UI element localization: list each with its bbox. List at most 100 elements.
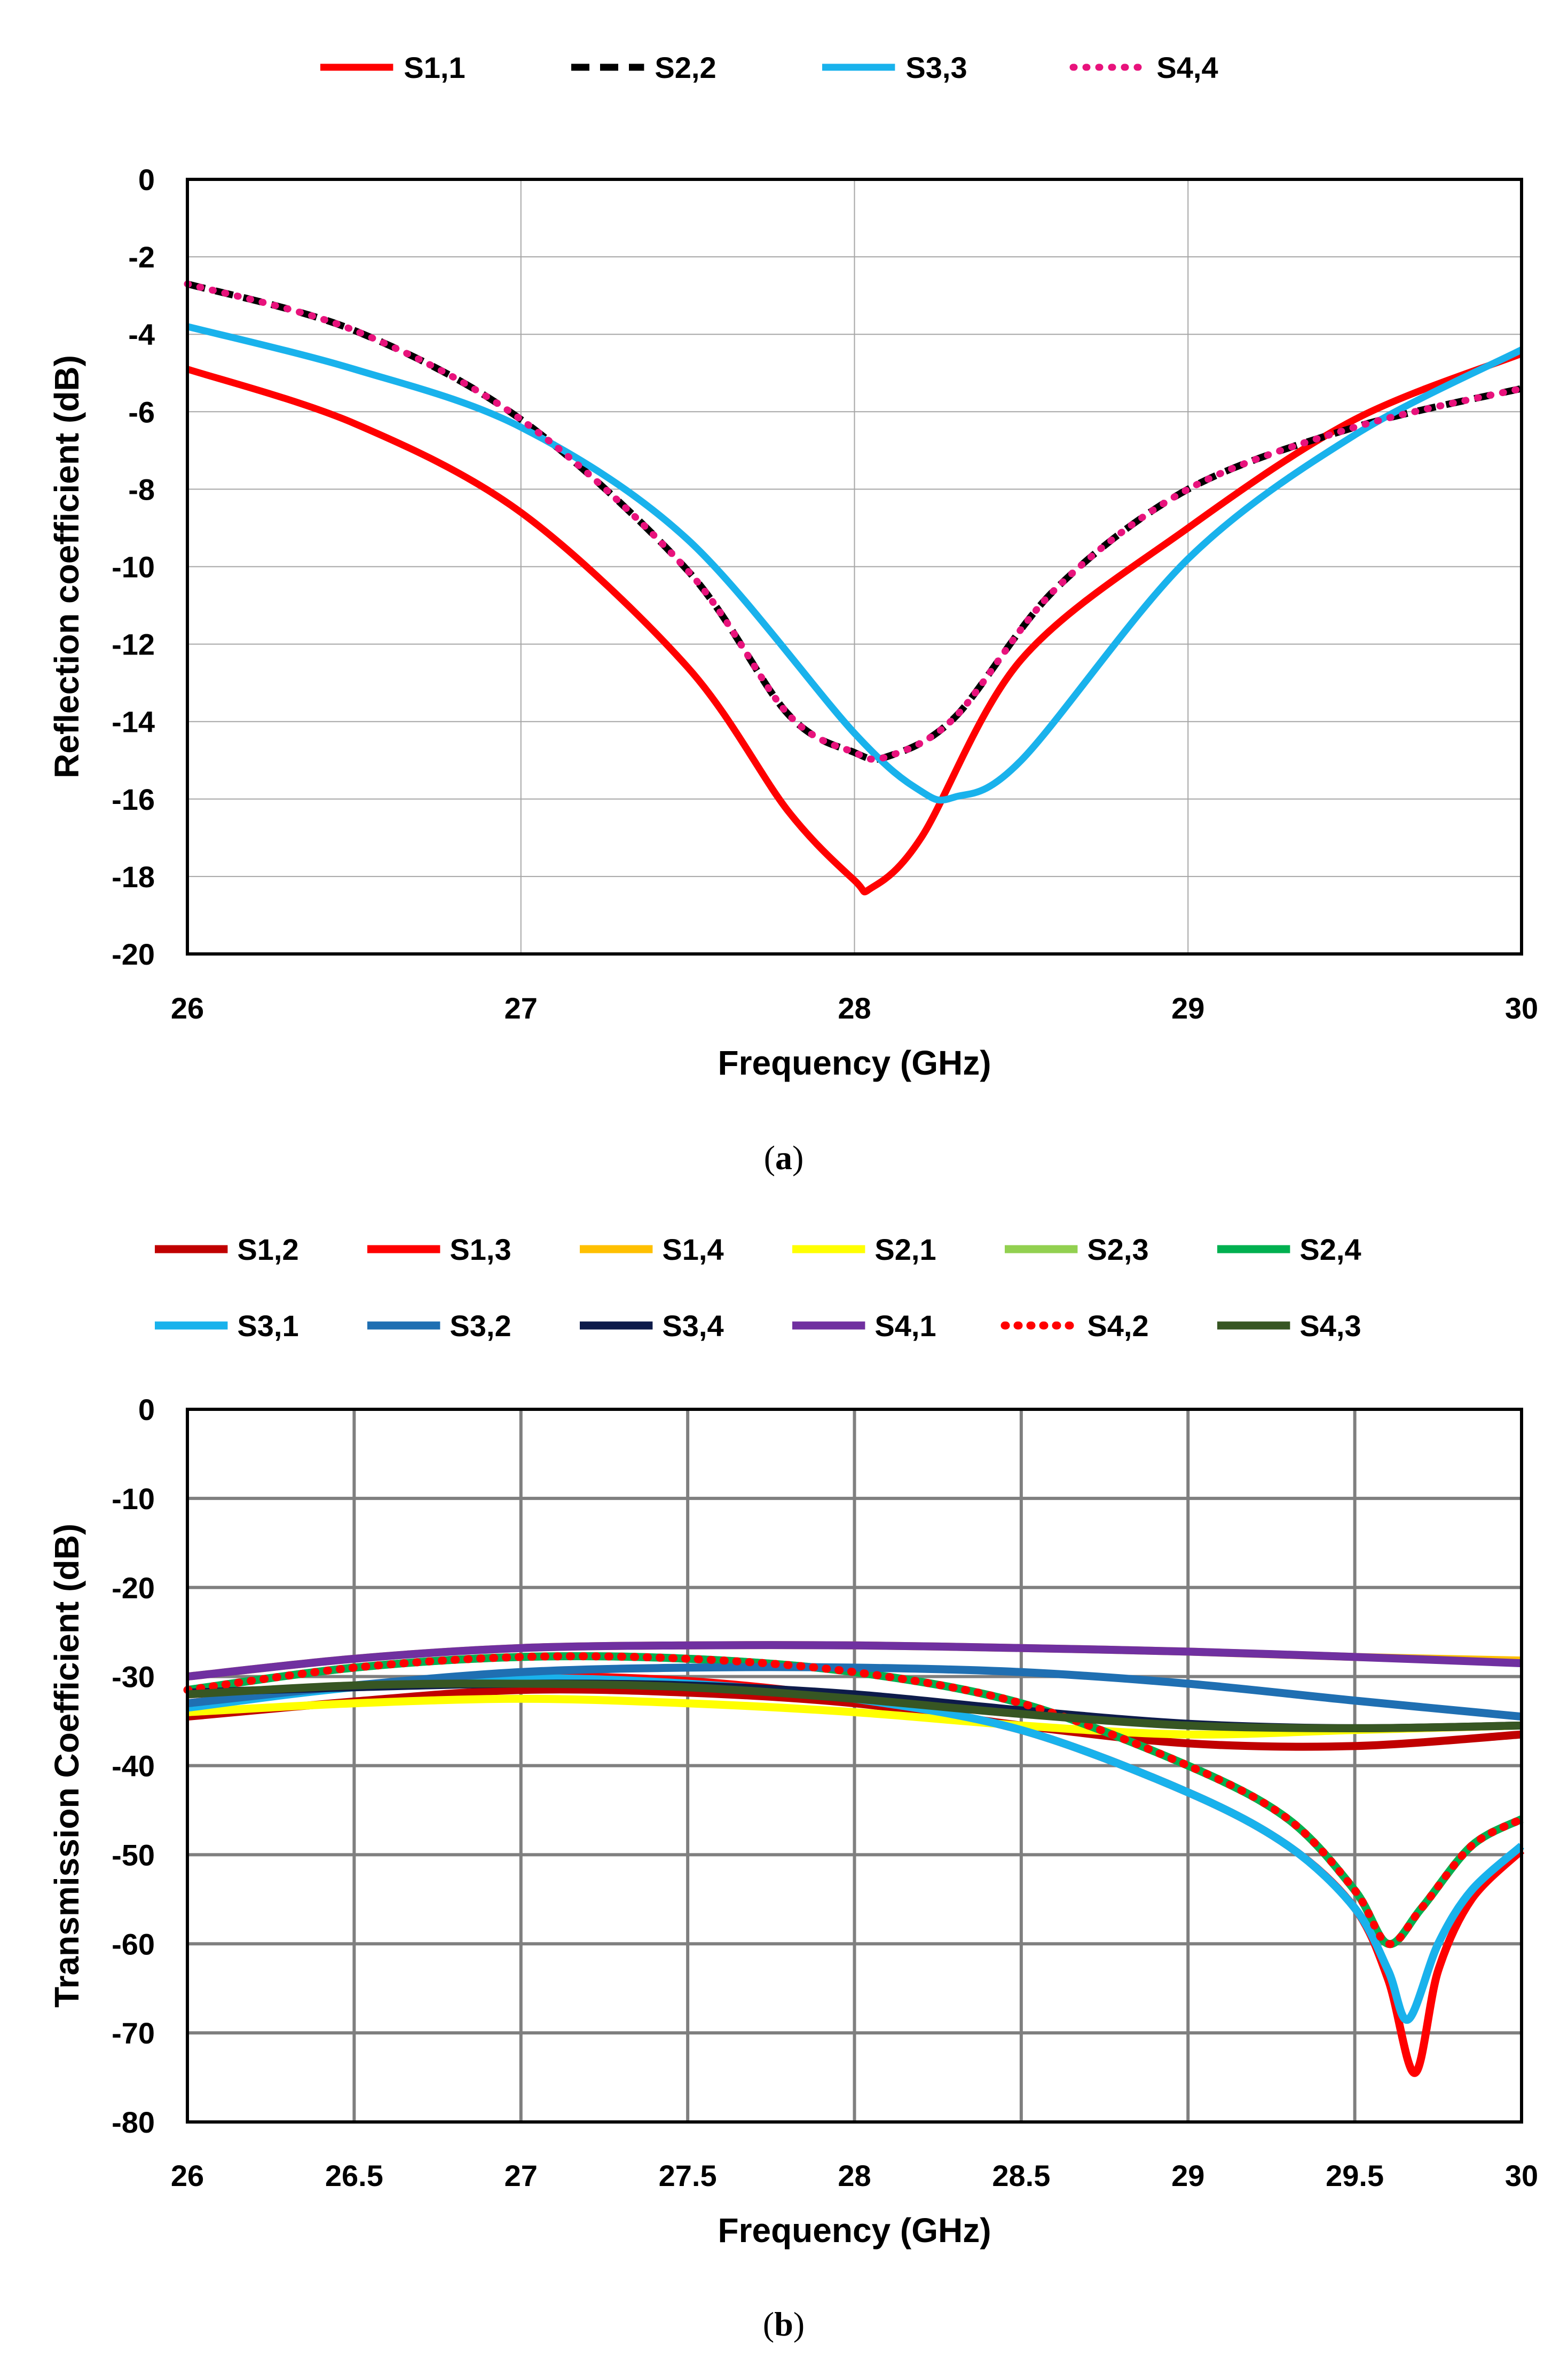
legend-label: S1,2 <box>237 1233 298 1266</box>
legend-label: S4,1 <box>874 1309 936 1343</box>
y-tick-label: -10 <box>112 550 155 584</box>
y-tick-label: -14 <box>112 705 155 739</box>
panel-a-caption: (a) <box>764 1139 804 1177</box>
x-tick-label: 29 <box>1171 2159 1204 2192</box>
panel-a-caption-letter: a <box>775 1139 792 1177</box>
panel-b-x-axis-title: Frequency (GHz) <box>718 2211 991 2250</box>
x-tick-label: 30 <box>1505 2159 1538 2192</box>
panel-a-x-axis-title: Frequency (GHz) <box>718 1044 991 1082</box>
series-line-s3-3 <box>186 323 1523 804</box>
series-line-s3-1 <box>187 1674 1524 2024</box>
y-tick-label: -60 <box>112 1927 155 1961</box>
y-tick-label: 0 <box>138 1393 155 1426</box>
series-line-s1-2 <box>187 1685 1522 1751</box>
y-tick-label: -12 <box>112 628 155 661</box>
panel-b-gridlines <box>186 1408 1523 2124</box>
panel-a-y-tick-labels: 0 -2 -4 -6 -8 -10 -12 -14 -16 -18 -20 <box>112 163 155 971</box>
legend-item-s1-1: S1,1 <box>320 51 466 84</box>
legend-item-s2-1: S2,1 <box>792 1233 936 1266</box>
panel-a-y-axis-title: Reflection coefficient (dB) <box>48 355 86 778</box>
panel-b-plot-frame <box>186 1408 1523 2124</box>
legend-item-s3-3: S3,3 <box>822 51 967 84</box>
legend-label: S1,4 <box>662 1233 723 1266</box>
y-tick-label: -40 <box>112 1749 155 1783</box>
x-tick-label: 28 <box>838 2159 871 2192</box>
y-tick-label: -70 <box>112 2016 155 2050</box>
y-tick-label: -20 <box>112 937 155 971</box>
x-tick-label: 29 <box>1171 991 1204 1025</box>
panel-b-caption: (b) <box>763 2305 805 2343</box>
panel-a-caption-close: ) <box>792 1139 803 1177</box>
y-tick-label: -18 <box>112 860 155 894</box>
y-tick-label: -50 <box>112 1838 155 1872</box>
y-tick-label: -80 <box>112 2105 155 2139</box>
legend-label: S2,3 <box>1087 1233 1148 1266</box>
legend-label: S1,3 <box>450 1233 511 1266</box>
x-tick-label: 26 <box>171 991 204 1025</box>
x-tick-label: 27 <box>505 991 538 1025</box>
x-tick-label: 27 <box>505 2159 538 2192</box>
legend-label: S1,1 <box>404 51 465 84</box>
x-tick-label: 27.5 <box>659 2159 717 2192</box>
series-line-s4-1 <box>187 1641 1522 1681</box>
panel-b-caption-open: ( <box>763 2305 774 2343</box>
y-tick-label: -2 <box>128 240 155 274</box>
panel-a-plot-frame <box>186 178 1523 956</box>
panel-b-caption-close: ) <box>793 2305 805 2343</box>
panel-a-legend: S1,1 S2,2 S3,3 S4,4 <box>320 51 1218 84</box>
legend-item-s4-4: S4,4 <box>1069 51 1218 84</box>
panel-a-caption-open: ( <box>764 1139 775 1177</box>
legend-label: S2,4 <box>1299 1233 1361 1266</box>
legend-label: S2,1 <box>874 1233 936 1266</box>
panel-b-y-tick-labels: 0 -10 -20 -30 -40 -50 -60 -70 -80 <box>112 1393 155 2139</box>
panel-b-x-tick-labels: 26 26.5 27 27.5 28 28.5 29 29.5 30 <box>171 2159 1538 2192</box>
panel-b-caption-letter: b <box>774 2305 793 2343</box>
x-tick-label: 26 <box>171 2159 204 2192</box>
panel-b-transmission-chart: 0 -10 -20 -30 -40 -50 -60 -70 -80 26 26.5 27 27.5 28… <box>48 1233 1538 2343</box>
x-tick-label: 29.5 <box>1326 2159 1384 2192</box>
legend-item-s4-3: S4,3 <box>1217 1309 1361 1343</box>
panel-b-series-lines <box>183 1641 1526 2077</box>
y-tick-label: -10 <box>112 1482 155 1516</box>
legend-label: S3,2 <box>450 1309 511 1343</box>
y-tick-label: -6 <box>128 395 155 429</box>
x-tick-label: 26.5 <box>325 2159 383 2192</box>
panel-b-legend: S1,2 S1,3 S1,4 S2,1 S2,3 S2,4 S3,1 S3,2 S3,4 S4,1… <box>155 1233 1361 1343</box>
x-tick-label: 30 <box>1505 991 1538 1025</box>
legend-item-s2-2: S2,2 <box>571 51 716 84</box>
legend-item-s4-2: S4,2 <box>1000 1309 1149 1343</box>
legend-label: S2,2 <box>655 51 716 84</box>
series-line-s4-3 <box>187 1679 1522 1732</box>
panel-a-x-tick-labels: 26 27 28 29 30 <box>171 991 1538 1025</box>
legend-item-s1-3: S1,3 <box>367 1233 511 1266</box>
panel-a-gridlines <box>187 179 1522 954</box>
y-tick-label: -8 <box>128 472 155 506</box>
legend-item-s3-2: S3,2 <box>367 1309 511 1343</box>
series-line-s4-4 <box>184 280 1525 763</box>
legend-item-s2-3: S2,3 <box>1005 1233 1149 1266</box>
legend-label: S4,3 <box>1299 1309 1361 1343</box>
panel-b-y-axis-title: Transmission Coefficient (dB) <box>48 1524 86 2008</box>
legend-label: S4,4 <box>1156 51 1218 84</box>
legend-label: S3,1 <box>237 1309 298 1343</box>
legend-label: S3,3 <box>905 51 967 84</box>
legend-item-s1-2: S1,2 <box>155 1233 299 1266</box>
series-line-s1-1 <box>186 350 1523 896</box>
panel-a-reflection-chart: 0 -2 -4 -6 -8 -10 -12 -14 -16 -18 -20 26 27 28 29 30 S… <box>48 51 1538 1177</box>
legend-item-s4-1: S4,1 <box>792 1309 936 1343</box>
legend-label: S3,4 <box>662 1309 723 1343</box>
legend-item-s1-4: S1,4 <box>580 1233 724 1266</box>
panel-a-series-lines <box>184 280 1525 896</box>
x-tick-label: 28.5 <box>992 2159 1050 2192</box>
y-tick-label: -4 <box>128 318 155 351</box>
y-tick-label: -30 <box>112 1660 155 1694</box>
legend-item-s2-4: S2,4 <box>1217 1233 1361 1266</box>
x-tick-label: 28 <box>838 991 871 1025</box>
legend-item-s3-1: S3,1 <box>155 1309 299 1343</box>
y-tick-label: -20 <box>112 1571 155 1605</box>
legend-item-s3-4: S3,4 <box>580 1309 724 1343</box>
legend-label: S4,2 <box>1087 1309 1148 1343</box>
y-tick-label: -16 <box>112 783 155 816</box>
y-tick-label: 0 <box>138 163 155 196</box>
